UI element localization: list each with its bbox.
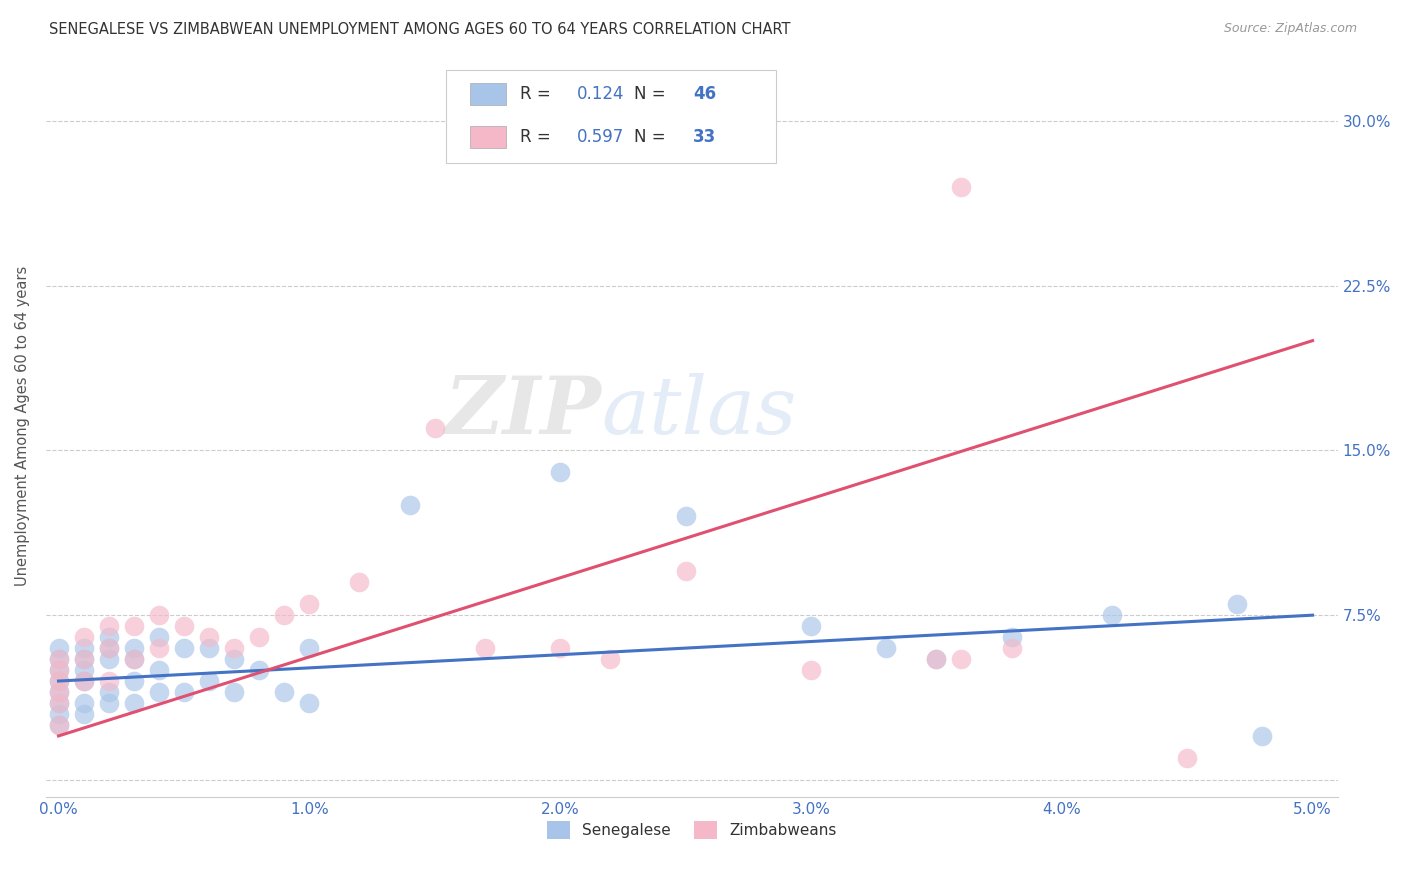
Point [97, 652, 120, 666]
Point [474, 641, 496, 656]
Point [97, 674, 120, 689]
Point [273, 685, 295, 699]
Point [48, 706, 70, 721]
Point [72, 674, 94, 689]
Point [148, 641, 170, 656]
Point [72, 630, 94, 644]
Point [122, 674, 145, 689]
Point [1000, 641, 1022, 656]
Point [875, 641, 897, 656]
Text: atlas: atlas [602, 373, 797, 450]
Point [198, 630, 221, 644]
Point [925, 652, 948, 666]
Point [48, 652, 70, 666]
Point [222, 685, 245, 699]
Point [48, 674, 70, 689]
Point [48, 718, 70, 732]
Point [122, 652, 145, 666]
Point [800, 663, 823, 677]
Point [72, 641, 94, 656]
Text: N =: N = [634, 85, 671, 103]
Point [1101, 608, 1123, 623]
Text: R =: R = [520, 85, 555, 103]
Point [273, 608, 295, 623]
Point [72, 663, 94, 677]
Point [173, 619, 195, 633]
Point [72, 696, 94, 710]
Point [48, 663, 70, 677]
Point [222, 652, 245, 666]
Point [222, 641, 245, 656]
Point [97, 630, 120, 644]
Point [599, 652, 621, 666]
FancyBboxPatch shape [470, 126, 506, 148]
Point [48, 696, 70, 710]
Point [198, 674, 221, 689]
Point [800, 619, 823, 633]
Point [1251, 729, 1274, 743]
Text: N =: N = [634, 128, 671, 145]
Point [72, 652, 94, 666]
Point [148, 663, 170, 677]
Point [1000, 630, 1022, 644]
Point [97, 641, 120, 656]
Text: 0.124: 0.124 [576, 85, 624, 103]
Legend: Senegalese, Zimbabweans: Senegalese, Zimbabweans [541, 814, 842, 846]
Text: ZIP: ZIP [444, 373, 602, 450]
Point [548, 641, 571, 656]
Point [97, 619, 120, 633]
Point [122, 652, 145, 666]
FancyBboxPatch shape [470, 83, 506, 105]
Point [173, 641, 195, 656]
Point [675, 564, 697, 578]
Point [298, 641, 321, 656]
Point [247, 663, 270, 677]
Point [950, 652, 973, 666]
Point [298, 597, 321, 611]
Point [148, 630, 170, 644]
Point [925, 652, 948, 666]
Point [72, 706, 94, 721]
FancyBboxPatch shape [446, 70, 776, 162]
Point [198, 641, 221, 656]
Point [247, 630, 270, 644]
Point [48, 685, 70, 699]
Point [298, 696, 321, 710]
Point [675, 509, 697, 524]
Point [349, 575, 371, 590]
Point [148, 608, 170, 623]
Point [173, 685, 195, 699]
Text: R =: R = [520, 128, 555, 145]
Point [122, 696, 145, 710]
Y-axis label: Unemployment Among Ages 60 to 64 years: Unemployment Among Ages 60 to 64 years [15, 266, 30, 586]
Point [48, 685, 70, 699]
Point [48, 663, 70, 677]
Point [423, 421, 446, 435]
Point [122, 641, 145, 656]
Text: 33: 33 [693, 128, 716, 145]
Point [48, 674, 70, 689]
Point [1226, 597, 1249, 611]
Point [48, 696, 70, 710]
Point [72, 652, 94, 666]
Point [1175, 751, 1198, 765]
Point [97, 685, 120, 699]
Point [48, 718, 70, 732]
Point [97, 641, 120, 656]
Point [72, 674, 94, 689]
Text: Source: ZipAtlas.com: Source: ZipAtlas.com [1223, 22, 1357, 36]
Point [97, 696, 120, 710]
Text: SENEGALESE VS ZIMBABWEAN UNEMPLOYMENT AMONG AGES 60 TO 64 YEARS CORRELATION CHAR: SENEGALESE VS ZIMBABWEAN UNEMPLOYMENT AM… [49, 22, 790, 37]
Point [950, 180, 973, 194]
Text: 46: 46 [693, 85, 716, 103]
Text: 0.597: 0.597 [576, 128, 624, 145]
Point [48, 652, 70, 666]
Point [48, 641, 70, 656]
Point [398, 499, 420, 513]
Point [122, 619, 145, 633]
Point [148, 685, 170, 699]
Point [548, 466, 571, 480]
